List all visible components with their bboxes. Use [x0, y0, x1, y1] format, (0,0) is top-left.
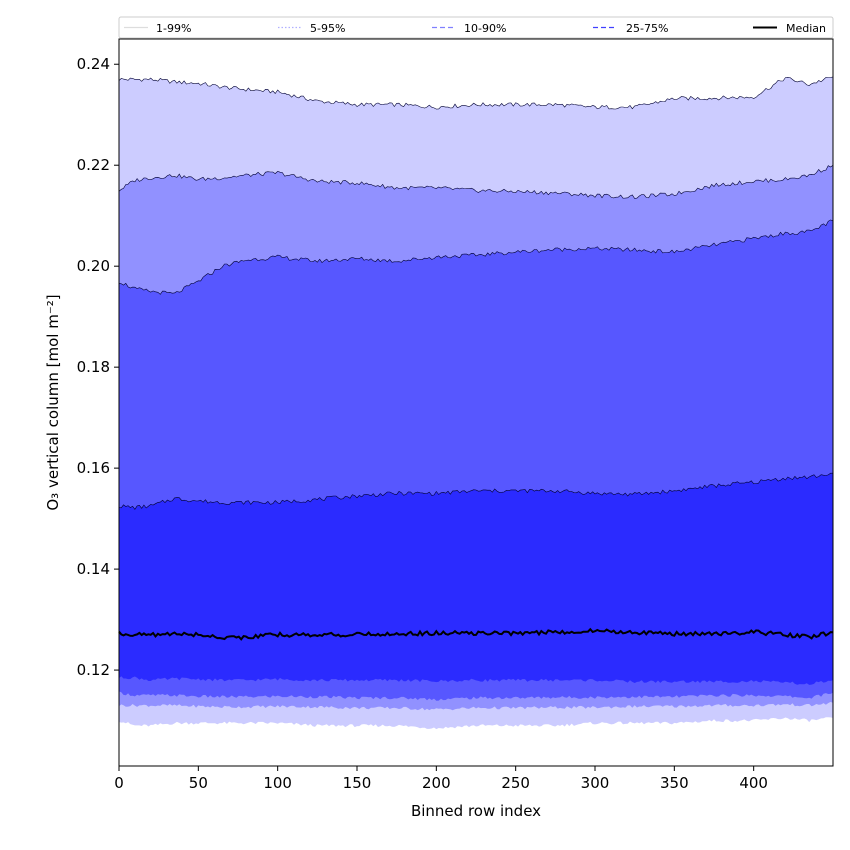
x-axis-label: Binned row index	[411, 802, 541, 820]
x-axis: 0 50 100 150 200 250 300 350 400	[114, 766, 768, 792]
y-axis: 0.12 0.14 0.16 0.18 0.20 0.22 0.24	[77, 55, 119, 679]
band-edge-25-75%	[118, 472, 833, 510]
band-edge-5-95%	[118, 164, 834, 199]
legend-box	[118, 16, 834, 39]
x-tick-label: 0	[114, 774, 124, 792]
x-tick-label: 300	[581, 774, 610, 792]
legend: 1-99% 5-95% 10-90% 25-75% Median	[118, 16, 834, 39]
plot-frame	[118, 38, 834, 767]
y-tick-label: 0.16	[77, 459, 110, 477]
y-tick-label: 0.18	[77, 358, 110, 376]
y-tick-label: 0.12	[77, 661, 110, 679]
x-tick-label: 100	[263, 774, 292, 792]
y-tick-label: 0.14	[77, 560, 110, 578]
legend-label: 25-75%	[626, 22, 668, 35]
band-edge-1-99%	[118, 76, 834, 110]
x-tick-label: 250	[501, 774, 530, 792]
x-tick-label: 150	[343, 774, 372, 792]
y-tick-label: 0.20	[77, 257, 110, 275]
x-tick-label: 400	[739, 774, 768, 792]
band-layer	[118, 76, 834, 730]
x-tick-label: 200	[422, 774, 451, 792]
median-line	[118, 627, 834, 641]
x-tick-label: 50	[189, 774, 208, 792]
legend-label: 1-99%	[156, 22, 191, 35]
y-axis-label: O₃ vertical column [mol m⁻²]	[44, 294, 62, 510]
band-25-75%	[119, 473, 833, 685]
median-layer	[118, 627, 834, 641]
y-tick-label: 0.22	[77, 156, 110, 174]
legend-label: 10-90%	[464, 22, 506, 35]
x-tick-label: 350	[660, 774, 689, 792]
y-tick-label: 0.24	[77, 55, 110, 73]
legend-label: Median	[786, 22, 826, 35]
legend-label: 5-95%	[310, 22, 345, 35]
band-edge-10-90%	[118, 219, 834, 295]
